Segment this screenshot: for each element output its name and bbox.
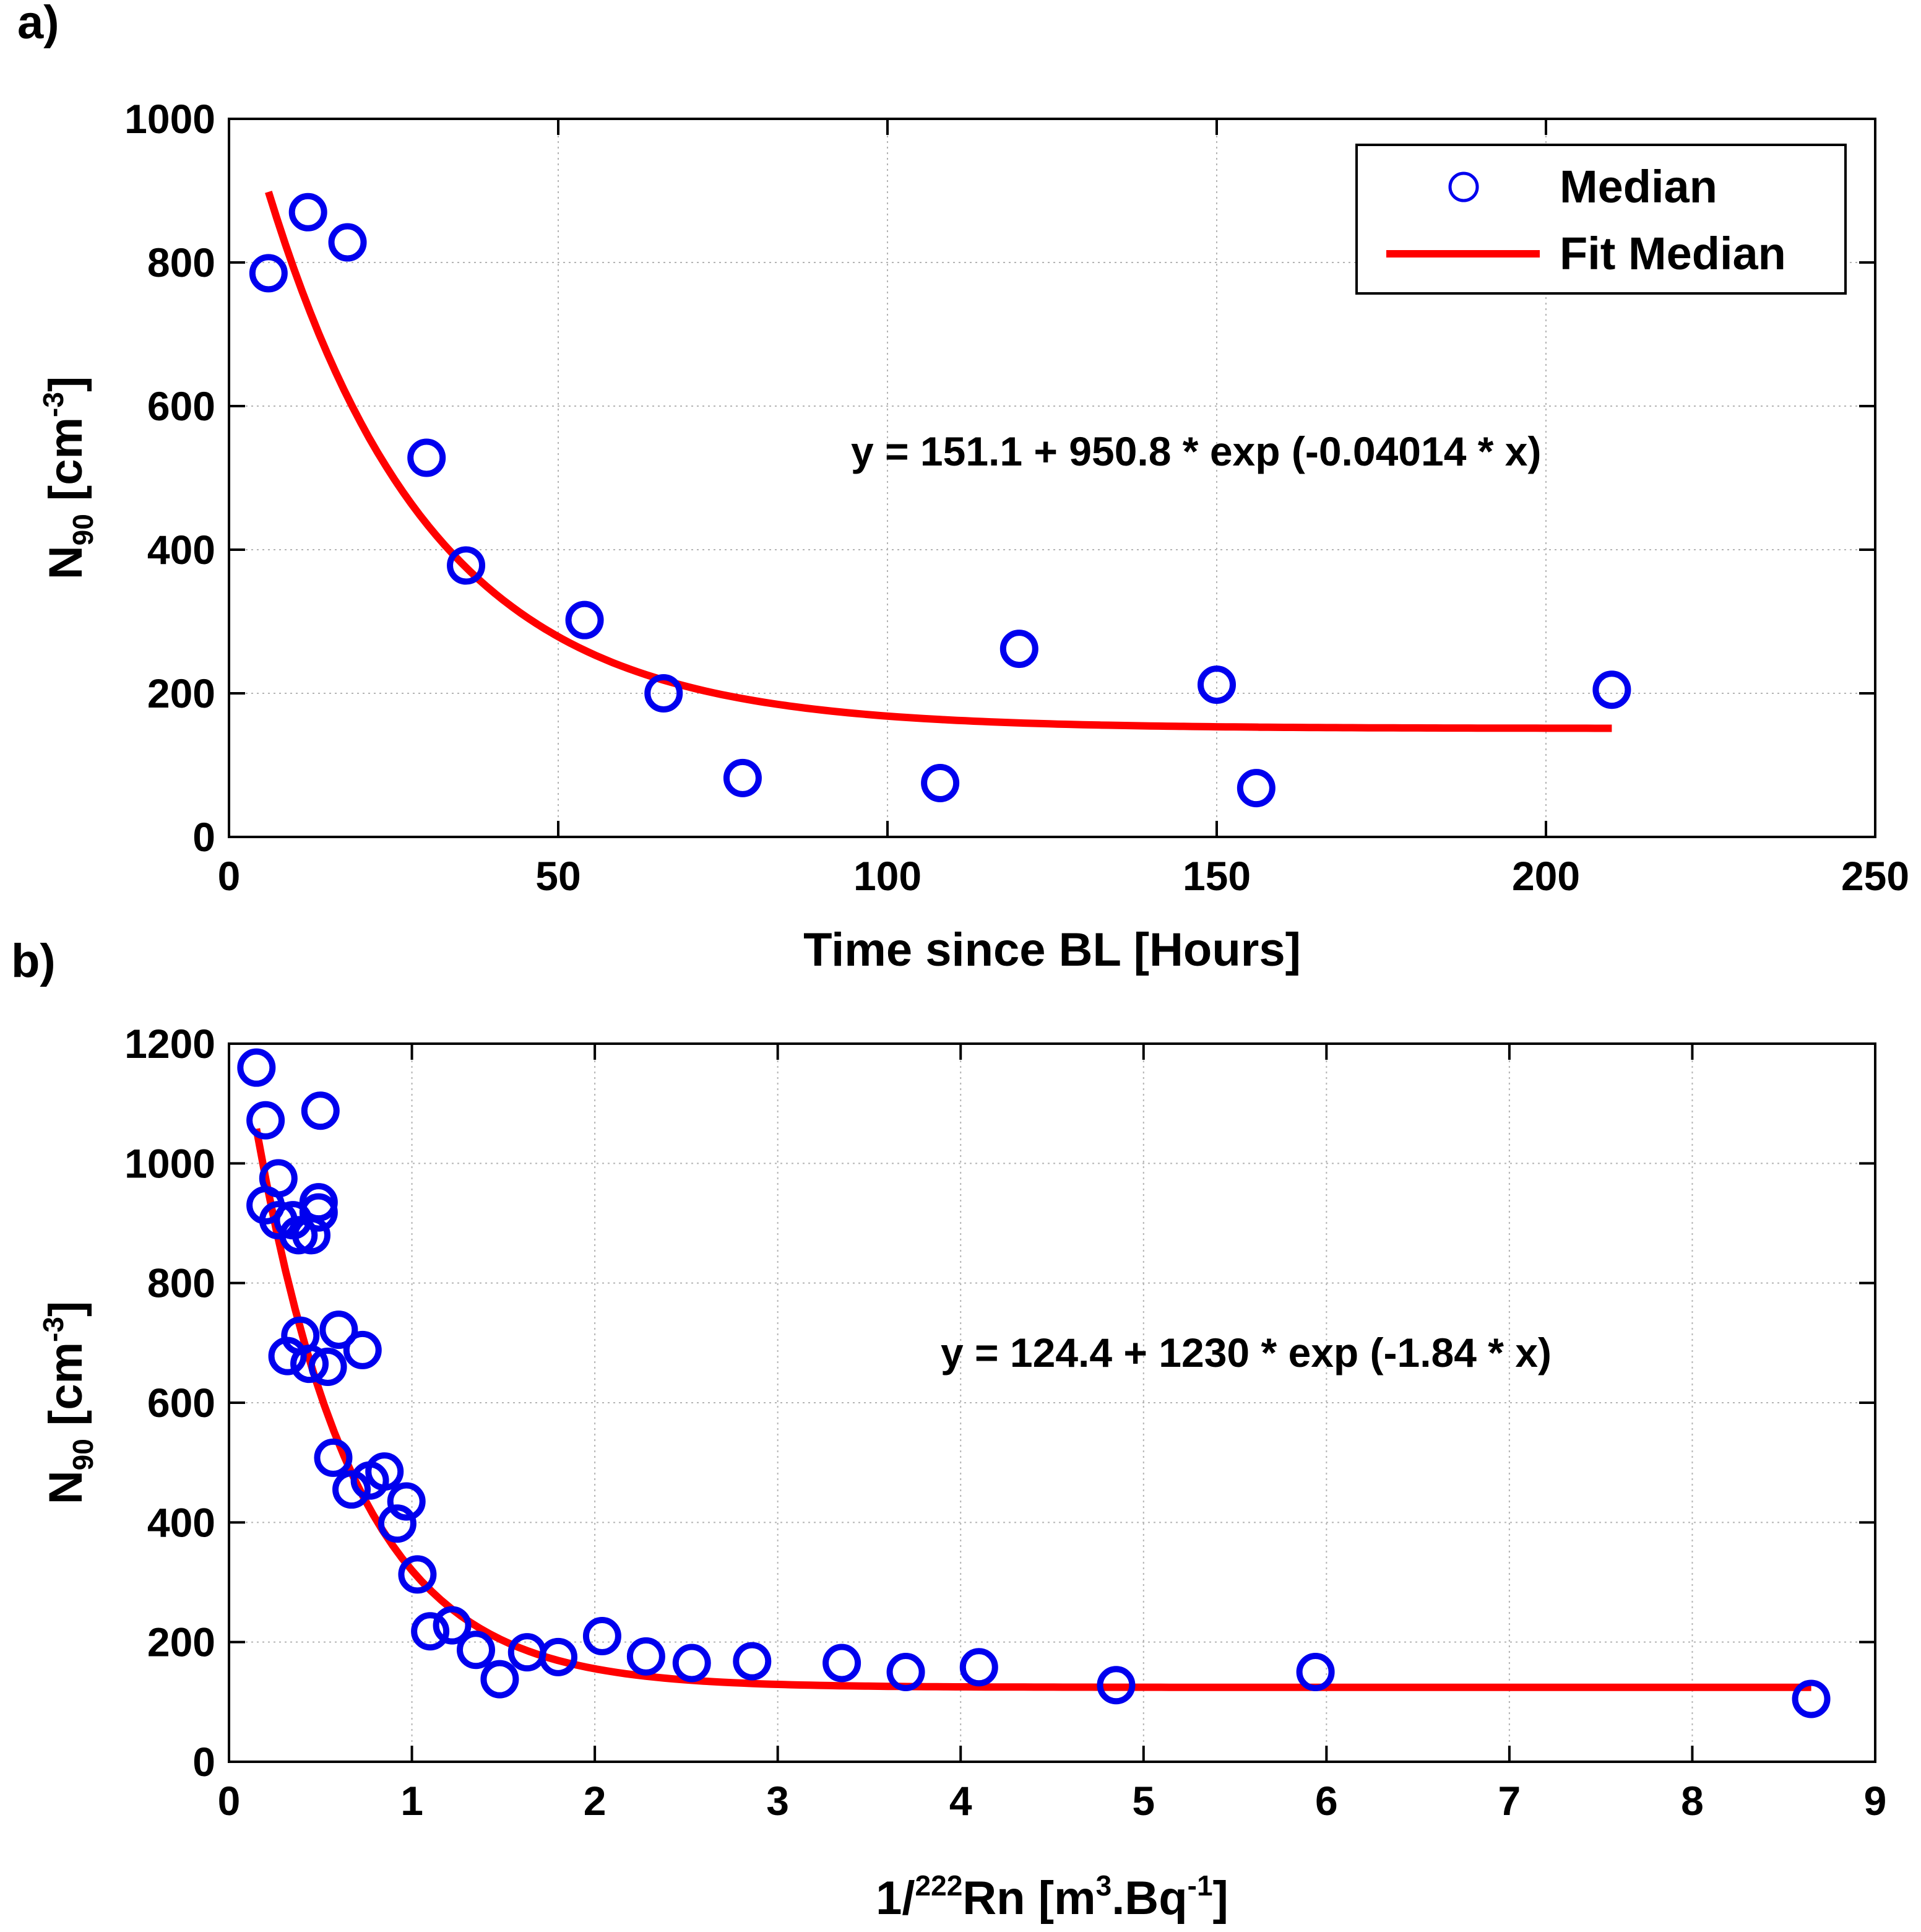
panel-b-data-point	[733, 1642, 772, 1681]
panel-a-x-tick-label: 100	[853, 853, 922, 899]
panel-a-data-point	[644, 674, 683, 713]
panel-a-y-tick-label: 600	[147, 383, 215, 429]
panel-b-y-tick-label: 1200	[124, 1021, 215, 1067]
panel-a-data-point	[249, 254, 288, 293]
panel-a-data-point	[723, 758, 762, 797]
panel-b-data-point	[457, 1631, 495, 1670]
panel-b-y-tick-label: 1000	[124, 1140, 215, 1186]
panel-a-data-point	[1237, 769, 1276, 808]
panel-b-x-tick-label: 9	[1864, 1778, 1887, 1824]
panel-a-x-tick-label: 150	[1183, 853, 1251, 899]
panel-a-x-tick-label: 50	[535, 853, 581, 899]
panel-b-fit-equation: y = 124.4 + 1230 * exp (-1.84 * x)	[941, 1330, 1552, 1375]
panel-b-data-point	[246, 1101, 285, 1140]
panel-b-data-point	[387, 1482, 426, 1521]
panel-b-fit-line	[253, 1128, 1811, 1691]
panel-b-data-point	[308, 1348, 347, 1386]
panel-b-x-tick-label: 2	[584, 1778, 607, 1824]
panel-b-grid	[229, 1044, 1875, 1762]
panel-b-x-tick-label: 8	[1681, 1778, 1704, 1824]
panel-b-data-point	[959, 1648, 998, 1687]
panel-b-label: b)	[11, 935, 56, 987]
panel-a-label: a)	[17, 0, 59, 49]
panel-b-y-tick-label: 400	[147, 1499, 215, 1545]
panel-a-y-tick-label: 800	[147, 240, 215, 285]
panel-a-data-point	[999, 630, 1038, 669]
panel-b-y-tick-label: 600	[147, 1380, 215, 1426]
panel-b-data-point	[672, 1644, 711, 1683]
panel-b-x-tick-label: 4	[949, 1778, 972, 1824]
panel-b-x-tick-label: 0	[218, 1778, 241, 1824]
panel-a-data-point	[447, 546, 486, 585]
panel-a-fit-line	[265, 191, 1612, 732]
panel-b-data-point	[480, 1660, 519, 1699]
panel-b-markers	[237, 1048, 1831, 1718]
panel-b-y-axis-label: N90 [cm-3]	[37, 1301, 99, 1505]
panel-b-data-point	[1792, 1679, 1831, 1718]
panel-b-data-point	[411, 1612, 450, 1651]
panel-a-plot-area	[228, 118, 1876, 838]
panel-b: b) 0 1 2 3 4 5 6 7 8 9 0 200 400 600 800 1000 1200 N90 […	[11, 935, 1886, 1925]
legend-entry-median: Median	[1560, 161, 1717, 212]
panel-b-data-point	[378, 1504, 417, 1543]
panel-a-y-axis-label: N90 [cm-3]	[37, 376, 99, 580]
panel-a: a) 0 50 100 150 200 250 0 200 400 600 800 1000 N90 …	[17, 0, 1909, 976]
panel-a-data-point	[288, 193, 327, 232]
panel-b-data-point	[822, 1644, 861, 1683]
panel-b-data-point	[290, 1345, 329, 1384]
legend-box	[1355, 144, 1847, 295]
legend: Median Fit Median	[1355, 144, 1847, 295]
panel-a-fit-equation: y = 151.1 + 950.8 * exp (-0.04014 * x)	[851, 428, 1541, 474]
panel-b-data-point	[365, 1452, 404, 1491]
panel-a-markers	[249, 193, 1631, 808]
panel-b-x-tick-label: 5	[1132, 1778, 1155, 1824]
panel-a-ticks: 0 50 100 150 200 250 0 200 400 600 800 1000	[124, 96, 1909, 899]
panel-a-fit-curve	[265, 191, 1612, 732]
panel-b-x-tick-label: 1	[400, 1778, 423, 1824]
panel-b-data-point	[582, 1617, 621, 1655]
panel-b-x-axis-label: 1/222Rn [m3.Bq-1]	[876, 1869, 1228, 1925]
panel-b-data-point	[299, 1193, 338, 1232]
panel-a-data-point	[328, 223, 367, 262]
panel-a-y-tick-label: 0	[192, 814, 215, 860]
panel-b-fit-curve	[253, 1128, 1811, 1691]
panel-b-data-point	[332, 1470, 371, 1509]
panel-a-x-tick-label: 250	[1841, 853, 1909, 899]
panel-b-data-point	[398, 1555, 437, 1594]
legend-entry-fit-median: Fit Median	[1560, 228, 1786, 279]
panel-a-data-point	[921, 764, 960, 802]
panel-b-data-point	[259, 1159, 298, 1198]
panel-b-y-tick-label: 0	[192, 1739, 215, 1785]
panel-a-y-tick-label: 400	[147, 527, 215, 573]
panel-b-data-point	[1296, 1653, 1335, 1691]
panel-b-data-point	[301, 1091, 340, 1130]
panel-b-x-tick-label: 6	[1315, 1778, 1338, 1824]
panel-a-data-point	[407, 438, 446, 477]
panel-b-data-point	[279, 1216, 318, 1255]
panel-b-ticks: 0 1 2 3 4 5 6 7 8 9 0 200 400 600 800 1000 1200	[124, 1021, 1886, 1824]
panel-a-y-tick-label: 1000	[124, 96, 215, 142]
panel-a-data-point	[1198, 665, 1236, 704]
panel-a-x-tick-label: 0	[218, 853, 241, 899]
legend-marker-icon	[1448, 171, 1479, 202]
panel-a-x-tick-label: 200	[1512, 853, 1580, 899]
panel-b-data-point	[886, 1653, 925, 1691]
panel-b-data-point	[539, 1637, 577, 1676]
panel-b-y-tick-label: 200	[147, 1619, 215, 1665]
panel-b-y-tick-label: 800	[147, 1260, 215, 1306]
panel-b-data-point	[237, 1048, 276, 1087]
panel-a-data-point	[1592, 670, 1631, 709]
panel-a-y-tick-label: 200	[147, 670, 215, 716]
panel-a-data-point	[565, 600, 604, 639]
panel-b-data-point	[343, 1330, 382, 1369]
panel-a-x-axis-label: Time since BL [Hours]	[803, 924, 1301, 976]
panel-b-x-tick-label: 7	[1498, 1778, 1521, 1824]
panel-b-data-point	[319, 1310, 358, 1349]
panel-b-data-point	[1097, 1666, 1136, 1705]
panel-b-data-point	[433, 1606, 472, 1645]
panel-b-data-point	[314, 1438, 353, 1477]
panel-b-data-point	[626, 1637, 665, 1676]
panel-b-x-tick-label: 3	[766, 1778, 789, 1824]
